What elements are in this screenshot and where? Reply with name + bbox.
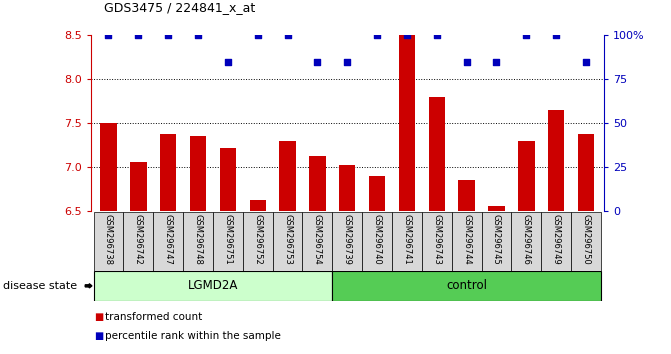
Bar <box>488 206 505 211</box>
Text: GSM296746: GSM296746 <box>522 214 531 265</box>
FancyBboxPatch shape <box>541 212 571 271</box>
Bar <box>399 35 415 211</box>
Point <box>223 59 234 64</box>
Point <box>312 59 323 64</box>
Bar <box>130 162 146 211</box>
Bar <box>219 148 236 211</box>
FancyBboxPatch shape <box>511 212 541 271</box>
Text: LGMD2A: LGMD2A <box>188 279 238 292</box>
Point <box>163 33 174 38</box>
Point <box>491 59 502 64</box>
Text: ■: ■ <box>94 331 103 341</box>
FancyBboxPatch shape <box>482 212 511 271</box>
Bar <box>518 141 535 211</box>
FancyBboxPatch shape <box>362 212 392 271</box>
Bar <box>190 136 206 211</box>
FancyBboxPatch shape <box>213 212 243 271</box>
Text: GSM296754: GSM296754 <box>313 214 322 265</box>
Bar <box>369 176 385 211</box>
Point <box>551 33 562 38</box>
Text: GSM296744: GSM296744 <box>462 214 471 265</box>
FancyBboxPatch shape <box>93 212 123 271</box>
FancyBboxPatch shape <box>422 212 452 271</box>
Point <box>580 59 591 64</box>
FancyBboxPatch shape <box>183 212 213 271</box>
FancyBboxPatch shape <box>243 212 272 271</box>
Text: GSM296750: GSM296750 <box>582 214 590 265</box>
Text: disease state: disease state <box>3 281 77 291</box>
Text: GSM296752: GSM296752 <box>253 214 262 265</box>
FancyBboxPatch shape <box>93 271 332 301</box>
Point <box>431 33 442 38</box>
FancyBboxPatch shape <box>452 212 482 271</box>
Point <box>252 33 263 38</box>
FancyBboxPatch shape <box>303 212 332 271</box>
Text: GSM296751: GSM296751 <box>223 214 232 265</box>
Text: GSM296739: GSM296739 <box>343 214 352 265</box>
Point <box>103 33 114 38</box>
Text: GSM296742: GSM296742 <box>134 214 143 265</box>
Text: GSM296738: GSM296738 <box>104 214 113 265</box>
Point <box>342 59 353 64</box>
Point <box>133 33 144 38</box>
Text: GSM296740: GSM296740 <box>372 214 382 265</box>
Bar <box>458 180 475 211</box>
Text: ■: ■ <box>94 312 103 322</box>
Text: transformed count: transformed count <box>105 312 203 322</box>
Text: GSM296749: GSM296749 <box>552 214 561 265</box>
Text: GSM296748: GSM296748 <box>193 214 203 265</box>
Bar <box>339 165 356 211</box>
FancyBboxPatch shape <box>332 271 601 301</box>
Text: GSM296753: GSM296753 <box>283 214 292 265</box>
FancyBboxPatch shape <box>392 212 422 271</box>
Point <box>401 33 412 38</box>
Bar <box>250 200 266 211</box>
Bar <box>279 141 296 211</box>
FancyBboxPatch shape <box>123 212 153 271</box>
Point <box>372 33 382 38</box>
FancyBboxPatch shape <box>272 212 303 271</box>
Bar <box>429 97 445 211</box>
Text: percentile rank within the sample: percentile rank within the sample <box>105 331 281 341</box>
FancyBboxPatch shape <box>332 212 362 271</box>
Bar <box>100 123 117 211</box>
Bar <box>578 133 595 211</box>
Bar <box>160 133 176 211</box>
Text: GSM296743: GSM296743 <box>432 214 442 265</box>
Point <box>282 33 293 38</box>
Text: GSM296747: GSM296747 <box>164 214 172 265</box>
FancyBboxPatch shape <box>153 212 183 271</box>
Bar <box>309 156 325 211</box>
Point <box>193 33 203 38</box>
Bar <box>548 110 564 211</box>
Point <box>461 59 472 64</box>
Text: control: control <box>446 279 487 292</box>
FancyBboxPatch shape <box>571 212 601 271</box>
Text: GSM296745: GSM296745 <box>492 214 501 265</box>
Point <box>521 33 531 38</box>
Text: GDS3475 / 224841_x_at: GDS3475 / 224841_x_at <box>104 1 255 14</box>
Text: GSM296741: GSM296741 <box>403 214 411 265</box>
